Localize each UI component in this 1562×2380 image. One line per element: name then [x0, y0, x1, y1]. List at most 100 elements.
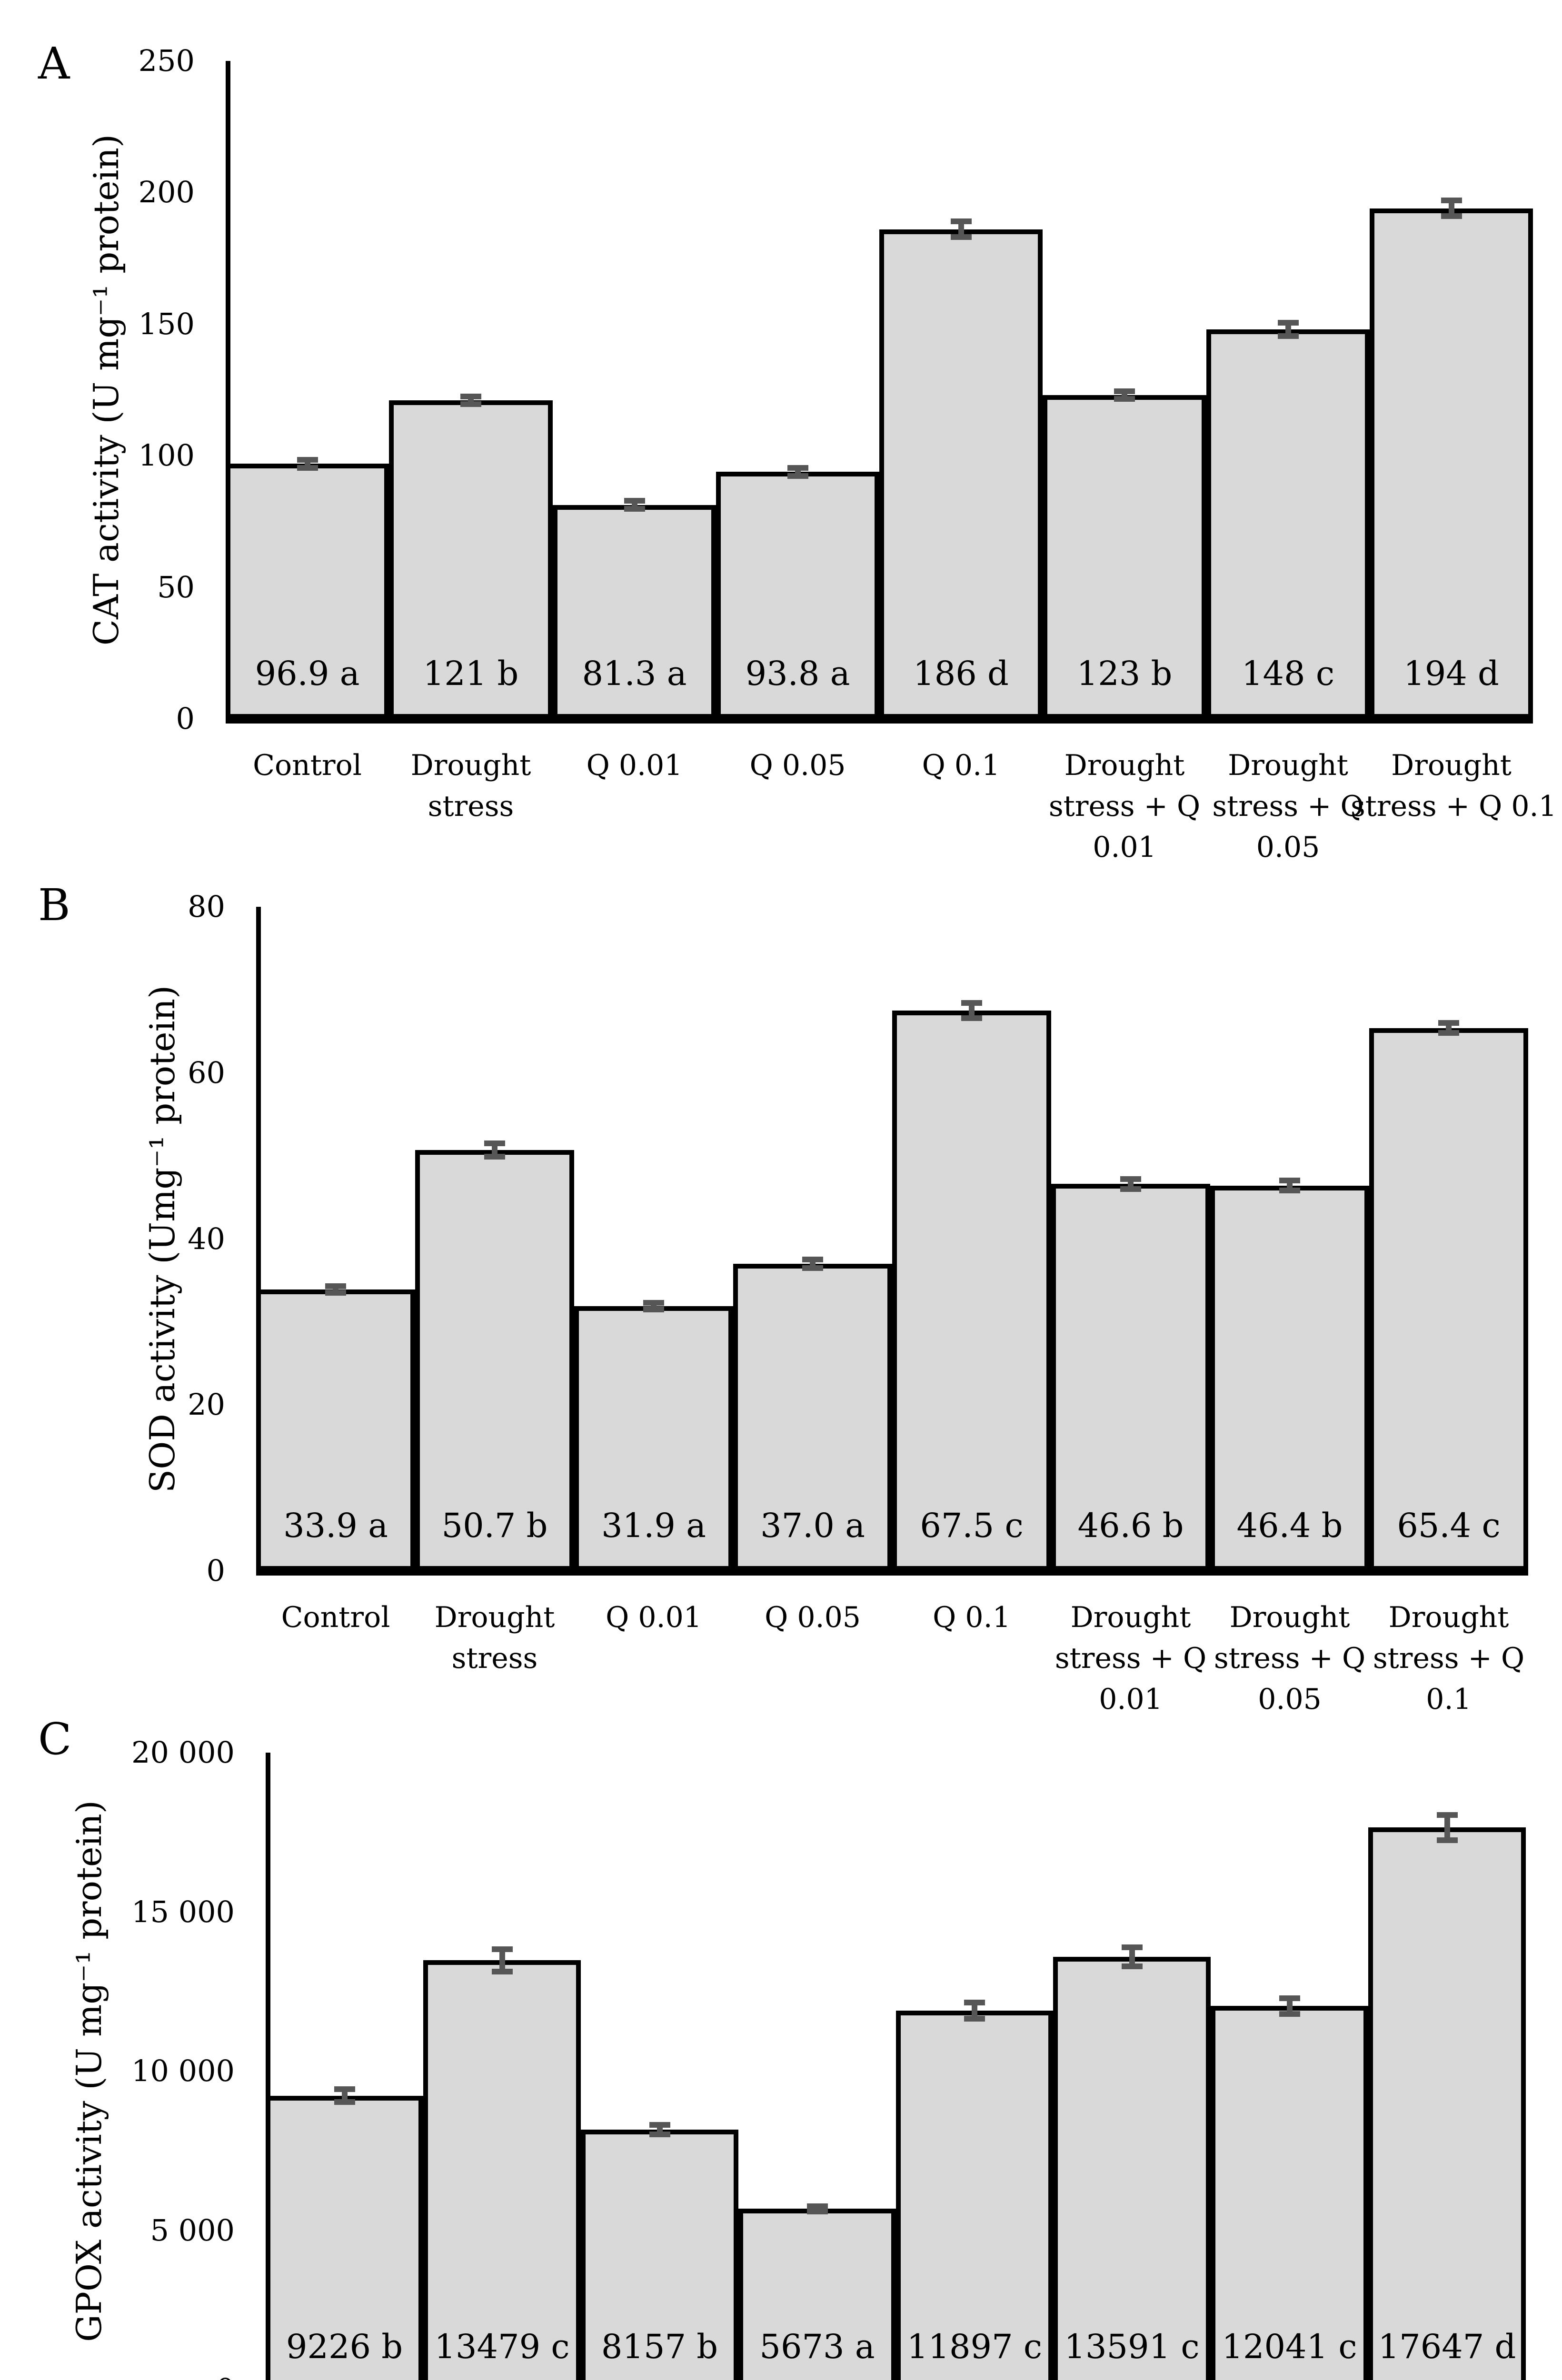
bar — [1053, 1956, 1211, 2380]
x-tick-label: 0.05 — [1258, 1683, 1322, 1716]
error-bar-cap-bottom — [460, 401, 481, 407]
bar — [389, 400, 553, 719]
bar — [738, 2209, 896, 2380]
bar-value-label: 9226 b — [286, 2327, 403, 2366]
error-bar-cap-bottom — [1441, 213, 1462, 219]
x-tick-label: Drought — [1391, 749, 1512, 782]
bar-value-label: 123 b — [1076, 654, 1173, 693]
bar — [1368, 1827, 1526, 2380]
y-axis-line — [226, 61, 230, 724]
bar — [423, 1960, 581, 2380]
x-tick-label: stress — [428, 790, 514, 823]
x-tick-label: stress + Q — [1055, 1642, 1207, 1675]
error-bar-cap-top — [1279, 1178, 1300, 1184]
error-bar-cap-bottom — [806, 2208, 828, 2214]
error-bar-line — [499, 1949, 505, 1972]
error-bar-line — [1448, 200, 1454, 217]
x-tick-label: Q 0.05 — [749, 749, 846, 782]
error-bar-cap-top — [649, 2122, 670, 2128]
panel-a-y-axis-title: CAT activity (U mg⁻¹ protein) — [86, 134, 126, 646]
error-bar-cap-bottom — [1436, 1837, 1458, 1844]
x-tick-label: Q 0.1 — [933, 1601, 1011, 1634]
error-bar-cap-bottom — [484, 1153, 505, 1160]
x-tick-label: Control — [253, 749, 362, 782]
bar-value-label: 186 d — [913, 654, 1009, 693]
error-bar-cap-top — [325, 1283, 346, 1289]
bar-value-label: 46.4 b — [1236, 1506, 1343, 1545]
y-axis-line — [256, 907, 261, 1576]
error-bar-cap-bottom — [325, 1289, 346, 1296]
bar — [266, 2095, 423, 2380]
x-tick-label: 0.05 — [1256, 831, 1320, 864]
bar-value-label: 33.9 a — [283, 1506, 388, 1545]
bar — [896, 2011, 1053, 2380]
error-bar-cap-top — [643, 1299, 664, 1306]
error-bar-cap-bottom — [964, 2015, 985, 2022]
x-tick-label: stress — [451, 1642, 538, 1675]
error-bar-cap-top — [491, 1946, 513, 1952]
bar-value-label: 81.3 a — [582, 654, 687, 693]
x-tick-label: Drought — [1064, 749, 1185, 782]
bar-value-label: 31.9 a — [601, 1506, 706, 1545]
error-bar-cap-top — [961, 1000, 982, 1006]
x-tick-label: Q 0.01 — [606, 1601, 702, 1634]
x-tick-label: Drought — [1388, 1601, 1509, 1634]
bar-value-label: 11897 c — [906, 2327, 1043, 2366]
y-tick-label: 20 000 — [131, 1735, 235, 1770]
y-tick-label: 150 — [138, 306, 195, 341]
bar — [1370, 208, 1533, 719]
y-tick-label: 60 — [188, 1055, 225, 1090]
error-bar-line — [1129, 1947, 1135, 1966]
y-tick-label: 0 — [82, 2371, 235, 2380]
error-bar-cap-top — [1114, 388, 1135, 394]
error-bar-cap-bottom — [643, 1306, 664, 1312]
bar-value-label: 67.5 c — [920, 1506, 1024, 1545]
error-bar-line — [341, 2089, 348, 2102]
error-bar-cap-bottom — [1438, 1030, 1459, 1036]
panel-a-letter: A — [38, 38, 70, 89]
y-tick-label: 50 — [157, 569, 195, 605]
error-bar-cap-top — [460, 393, 481, 399]
bar — [733, 1263, 892, 1571]
bar-value-label: 13479 c — [434, 2327, 570, 2366]
error-bar-cap-top — [802, 1257, 823, 1263]
error-bar-line — [1285, 323, 1291, 336]
error-bar-cap-bottom — [1277, 333, 1299, 339]
x-tick-label: stress + Q 0.1 — [1351, 790, 1557, 823]
x-tick-label: Drought — [1229, 1601, 1350, 1634]
error-bar-line — [969, 1003, 975, 1018]
panel-c-letter: C — [38, 1714, 72, 1765]
error-bar-cap-top — [1279, 1995, 1300, 2001]
bar-value-label: 96.9 a — [255, 654, 360, 693]
bar-value-label: 65.4 c — [1397, 1506, 1501, 1545]
y-tick-label: 10 000 — [131, 2053, 235, 2088]
y-tick-label: 5 000 — [150, 2212, 235, 2248]
error-bar-cap-bottom — [1279, 1188, 1300, 1194]
x-tick-label: Drought — [1070, 1601, 1191, 1634]
error-bar-line — [972, 2003, 977, 2019]
y-tick-label: 0 — [206, 1553, 225, 1588]
bar — [1043, 395, 1206, 719]
x-tick-label: stress + Q — [1212, 790, 1364, 823]
error-bar-line — [492, 1143, 497, 1157]
x-tick-label: 0.1 — [1426, 1683, 1472, 1716]
error-bar-cap-top — [1120, 1176, 1141, 1182]
y-tick-label: 15 000 — [131, 1894, 235, 1929]
error-bar-cap-top — [624, 498, 645, 504]
y-tick-label: 80 — [188, 889, 225, 924]
x-tick-label: stress + Q — [1373, 1642, 1525, 1675]
error-bar-cap-bottom — [787, 473, 808, 479]
x-axis-line — [256, 1566, 1528, 1576]
bar — [716, 472, 879, 719]
error-bar-cap-bottom — [950, 234, 972, 240]
error-bar-line — [1444, 1815, 1450, 1841]
bar-value-label: 148 c — [1241, 654, 1335, 693]
bar — [1210, 1185, 1369, 1571]
bar-value-label: 46.6 b — [1077, 1506, 1184, 1545]
error-bar-cap-bottom — [1120, 1186, 1141, 1192]
bar-value-label: 50.7 b — [441, 1506, 548, 1545]
bar-value-label: 8157 b — [601, 2327, 718, 2366]
error-bar-cap-bottom — [802, 1265, 823, 1271]
y-tick-label: 40 — [188, 1221, 225, 1256]
error-bar-line — [958, 221, 964, 238]
